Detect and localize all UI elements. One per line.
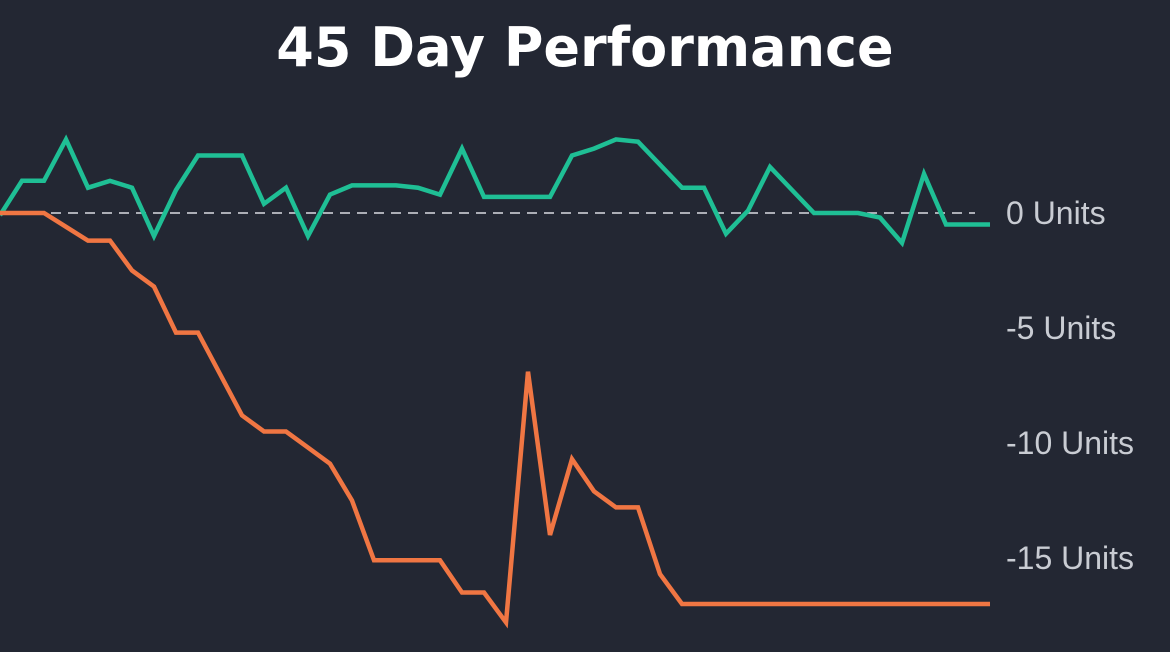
y-tick-label: -15 Units: [1006, 540, 1134, 576]
y-axis-ticks: 0 Units -5 Units -10 Units -15 Units: [1006, 195, 1134, 576]
series-line-1: [0, 134, 990, 248]
chart-title: 45 Day Performance: [276, 16, 893, 79]
y-tick-label: -5 Units: [1006, 310, 1116, 346]
series-lines: [0, 134, 990, 629]
series-line-2: [0, 210, 990, 629]
y-tick-label: -10 Units: [1006, 425, 1134, 461]
y-tick-label: 0 Units: [1006, 195, 1106, 231]
